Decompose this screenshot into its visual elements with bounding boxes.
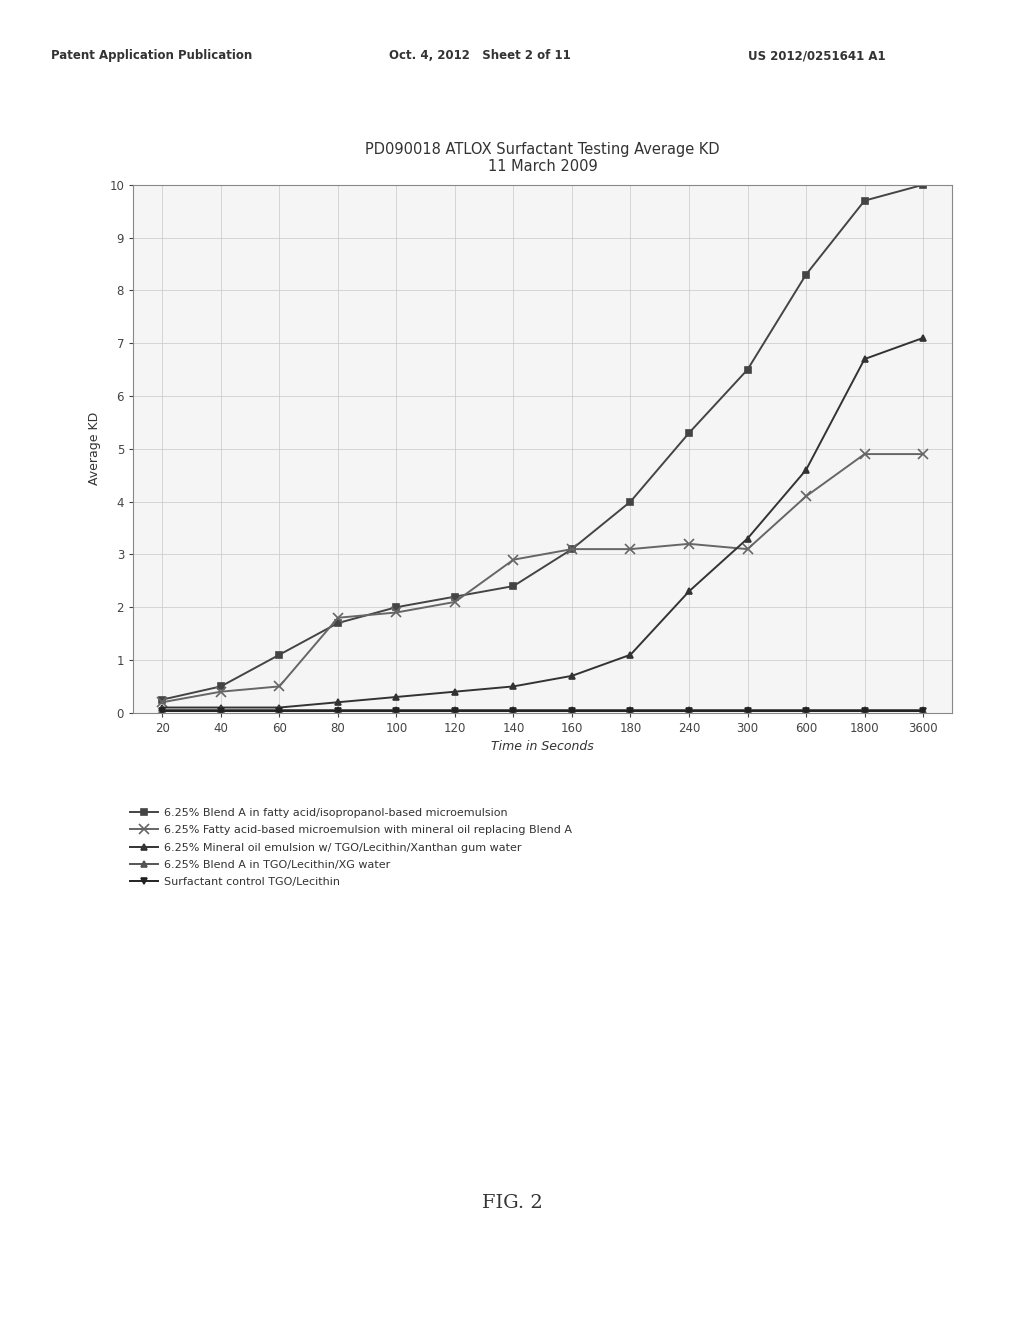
6.25% Mineral oil emulsion w/ TGO/Lecithin/Xanthan gum water: [625, 647, 637, 663]
Surfactant control TGO/Lecithin: [273, 704, 286, 719]
Text: FIG. 2: FIG. 2: [481, 1193, 543, 1212]
Line: 6.25% Mineral oil emulsion w/ TGO/Lecithin/Xanthan gum water: 6.25% Mineral oil emulsion w/ TGO/Lecith…: [159, 334, 927, 711]
6.25% Mineral oil emulsion w/ TGO/Lecithin/Xanthan gum water: [507, 678, 519, 694]
6.25% Fatty acid-based microemulsion with mineral oil replacing Blend A: [741, 541, 754, 557]
6.25% Mineral oil emulsion w/ TGO/Lecithin/Xanthan gum water: [683, 583, 695, 599]
Line: Surfactant control TGO/Lecithin: Surfactant control TGO/Lecithin: [159, 708, 927, 714]
6.25% Blend A in TGO/Lecithin/XG water: [273, 702, 286, 718]
Surfactant control TGO/Lecithin: [566, 704, 579, 719]
6.25% Blend A in fatty acid/isopropanol-based microemulsion: [916, 177, 929, 193]
6.25% Fatty acid-based microemulsion with mineral oil replacing Blend A: [390, 605, 402, 620]
6.25% Blend A in fatty acid/isopropanol-based microemulsion: [858, 193, 870, 209]
Surfactant control TGO/Lecithin: [800, 704, 812, 719]
6.25% Blend A in TGO/Lecithin/XG water: [449, 702, 461, 718]
6.25% Blend A in fatty acid/isopropanol-based microemulsion: [741, 362, 754, 378]
6.25% Blend A in TGO/Lecithin/XG water: [683, 702, 695, 718]
6.25% Mineral oil emulsion w/ TGO/Lecithin/Xanthan gum water: [858, 351, 870, 367]
6.25% Blend A in fatty acid/isopropanol-based microemulsion: [273, 647, 286, 663]
6.25% Blend A in TGO/Lecithin/XG water: [916, 702, 929, 718]
6.25% Fatty acid-based microemulsion with mineral oil replacing Blend A: [566, 541, 579, 557]
6.25% Fatty acid-based microemulsion with mineral oil replacing Blend A: [507, 552, 519, 568]
6.25% Blend A in fatty acid/isopropanol-based microemulsion: [332, 615, 344, 631]
6.25% Fatty acid-based microemulsion with mineral oil replacing Blend A: [215, 684, 227, 700]
6.25% Blend A in TGO/Lecithin/XG water: [800, 702, 812, 718]
6.25% Mineral oil emulsion w/ TGO/Lecithin/Xanthan gum water: [566, 668, 579, 684]
Text: Patent Application Publication: Patent Application Publication: [51, 49, 253, 62]
6.25% Fatty acid-based microemulsion with mineral oil replacing Blend A: [800, 488, 812, 504]
6.25% Fatty acid-based microemulsion with mineral oil replacing Blend A: [449, 594, 461, 610]
6.25% Blend A in TGO/Lecithin/XG water: [157, 702, 169, 718]
Surfactant control TGO/Lecithin: [741, 704, 754, 719]
6.25% Blend A in fatty acid/isopropanol-based microemulsion: [566, 541, 579, 557]
Text: US 2012/0251641 A1: US 2012/0251641 A1: [748, 49, 885, 62]
Surfactant control TGO/Lecithin: [625, 704, 637, 719]
6.25% Blend A in fatty acid/isopropanol-based microemulsion: [215, 678, 227, 694]
Text: Oct. 4, 2012   Sheet 2 of 11: Oct. 4, 2012 Sheet 2 of 11: [389, 49, 570, 62]
Surfactant control TGO/Lecithin: [916, 704, 929, 719]
6.25% Blend A in TGO/Lecithin/XG water: [858, 702, 870, 718]
Surfactant control TGO/Lecithin: [332, 704, 344, 719]
6.25% Blend A in fatty acid/isopropanol-based microemulsion: [390, 599, 402, 615]
6.25% Blend A in TGO/Lecithin/XG water: [741, 702, 754, 718]
Surfactant control TGO/Lecithin: [215, 704, 227, 719]
6.25% Blend A in fatty acid/isopropanol-based microemulsion: [683, 425, 695, 441]
6.25% Blend A in TGO/Lecithin/XG water: [215, 702, 227, 718]
Line: 6.25% Blend A in TGO/Lecithin/XG water: 6.25% Blend A in TGO/Lecithin/XG water: [159, 706, 927, 714]
6.25% Fatty acid-based microemulsion with mineral oil replacing Blend A: [683, 536, 695, 552]
6.25% Fatty acid-based microemulsion with mineral oil replacing Blend A: [858, 446, 870, 462]
6.25% Mineral oil emulsion w/ TGO/Lecithin/Xanthan gum water: [390, 689, 402, 705]
6.25% Fatty acid-based microemulsion with mineral oil replacing Blend A: [273, 678, 286, 694]
6.25% Blend A in fatty acid/isopropanol-based microemulsion: [625, 494, 637, 510]
6.25% Mineral oil emulsion w/ TGO/Lecithin/Xanthan gum water: [916, 330, 929, 346]
Surfactant control TGO/Lecithin: [390, 704, 402, 719]
6.25% Blend A in fatty acid/isopropanol-based microemulsion: [800, 267, 812, 282]
6.25% Mineral oil emulsion w/ TGO/Lecithin/Xanthan gum water: [332, 694, 344, 710]
6.25% Blend A in TGO/Lecithin/XG water: [332, 702, 344, 718]
Surfactant control TGO/Lecithin: [683, 704, 695, 719]
Line: 6.25% Blend A in fatty acid/isopropanol-based microemulsion: 6.25% Blend A in fatty acid/isopropanol-…: [159, 181, 927, 704]
6.25% Blend A in TGO/Lecithin/XG water: [507, 702, 519, 718]
6.25% Blend A in fatty acid/isopropanol-based microemulsion: [157, 692, 169, 708]
6.25% Blend A in TGO/Lecithin/XG water: [566, 702, 579, 718]
6.25% Mineral oil emulsion w/ TGO/Lecithin/Xanthan gum water: [215, 700, 227, 715]
Surfactant control TGO/Lecithin: [449, 704, 461, 719]
6.25% Mineral oil emulsion w/ TGO/Lecithin/Xanthan gum water: [741, 531, 754, 546]
Surfactant control TGO/Lecithin: [858, 704, 870, 719]
6.25% Mineral oil emulsion w/ TGO/Lecithin/Xanthan gum water: [273, 700, 286, 715]
Line: 6.25% Fatty acid-based microemulsion with mineral oil replacing Blend A: 6.25% Fatty acid-based microemulsion wit…: [158, 449, 928, 708]
Title: PD090018 ATLOX Surfactant Testing Average KD
11 March 2009: PD090018 ATLOX Surfactant Testing Averag…: [366, 141, 720, 174]
X-axis label: Time in Seconds: Time in Seconds: [492, 741, 594, 754]
6.25% Blend A in TGO/Lecithin/XG water: [625, 702, 637, 718]
6.25% Fatty acid-based microemulsion with mineral oil replacing Blend A: [332, 610, 344, 626]
6.25% Mineral oil emulsion w/ TGO/Lecithin/Xanthan gum water: [157, 700, 169, 715]
6.25% Fatty acid-based microemulsion with mineral oil replacing Blend A: [157, 694, 169, 710]
6.25% Mineral oil emulsion w/ TGO/Lecithin/Xanthan gum water: [800, 462, 812, 478]
6.25% Mineral oil emulsion w/ TGO/Lecithin/Xanthan gum water: [449, 684, 461, 700]
Surfactant control TGO/Lecithin: [507, 704, 519, 719]
6.25% Blend A in TGO/Lecithin/XG water: [390, 702, 402, 718]
6.25% Fatty acid-based microemulsion with mineral oil replacing Blend A: [625, 541, 637, 557]
Legend: 6.25% Blend A in fatty acid/isopropanol-based microemulsion, 6.25% Fatty acid-ba: 6.25% Blend A in fatty acid/isopropanol-…: [130, 808, 571, 887]
6.25% Fatty acid-based microemulsion with mineral oil replacing Blend A: [916, 446, 929, 462]
6.25% Blend A in fatty acid/isopropanol-based microemulsion: [507, 578, 519, 594]
Y-axis label: Average KD: Average KD: [88, 412, 101, 486]
6.25% Blend A in fatty acid/isopropanol-based microemulsion: [449, 589, 461, 605]
Surfactant control TGO/Lecithin: [157, 704, 169, 719]
